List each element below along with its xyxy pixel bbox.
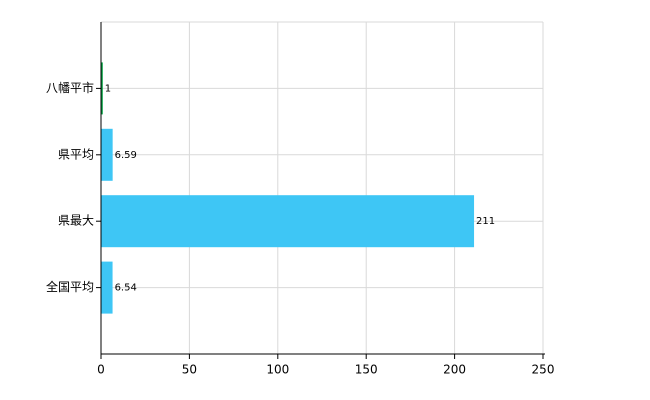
x-tick-label: 50 [182, 363, 197, 377]
bar [101, 261, 113, 314]
y-tick-label: 八幡平市 [46, 80, 94, 95]
x-tick-label: 0 [97, 363, 105, 377]
y-tick-label: 県平均 [58, 147, 94, 161]
x-tick-label: 150 [355, 363, 378, 377]
x-tick-label: 100 [266, 363, 289, 377]
value-label: 6.54 [115, 283, 137, 294]
value-label: 211 [476, 216, 495, 227]
y-tick-label: 全国平均 [46, 279, 94, 294]
value-label: 6.59 [115, 150, 137, 161]
x-tick-label: 200 [443, 363, 466, 377]
bar [101, 62, 103, 115]
value-label: 1 [105, 83, 111, 94]
y-tick-label: 県最大 [58, 214, 94, 228]
bar [101, 128, 113, 181]
x-tick-label: 250 [532, 363, 555, 377]
bar [101, 195, 475, 248]
